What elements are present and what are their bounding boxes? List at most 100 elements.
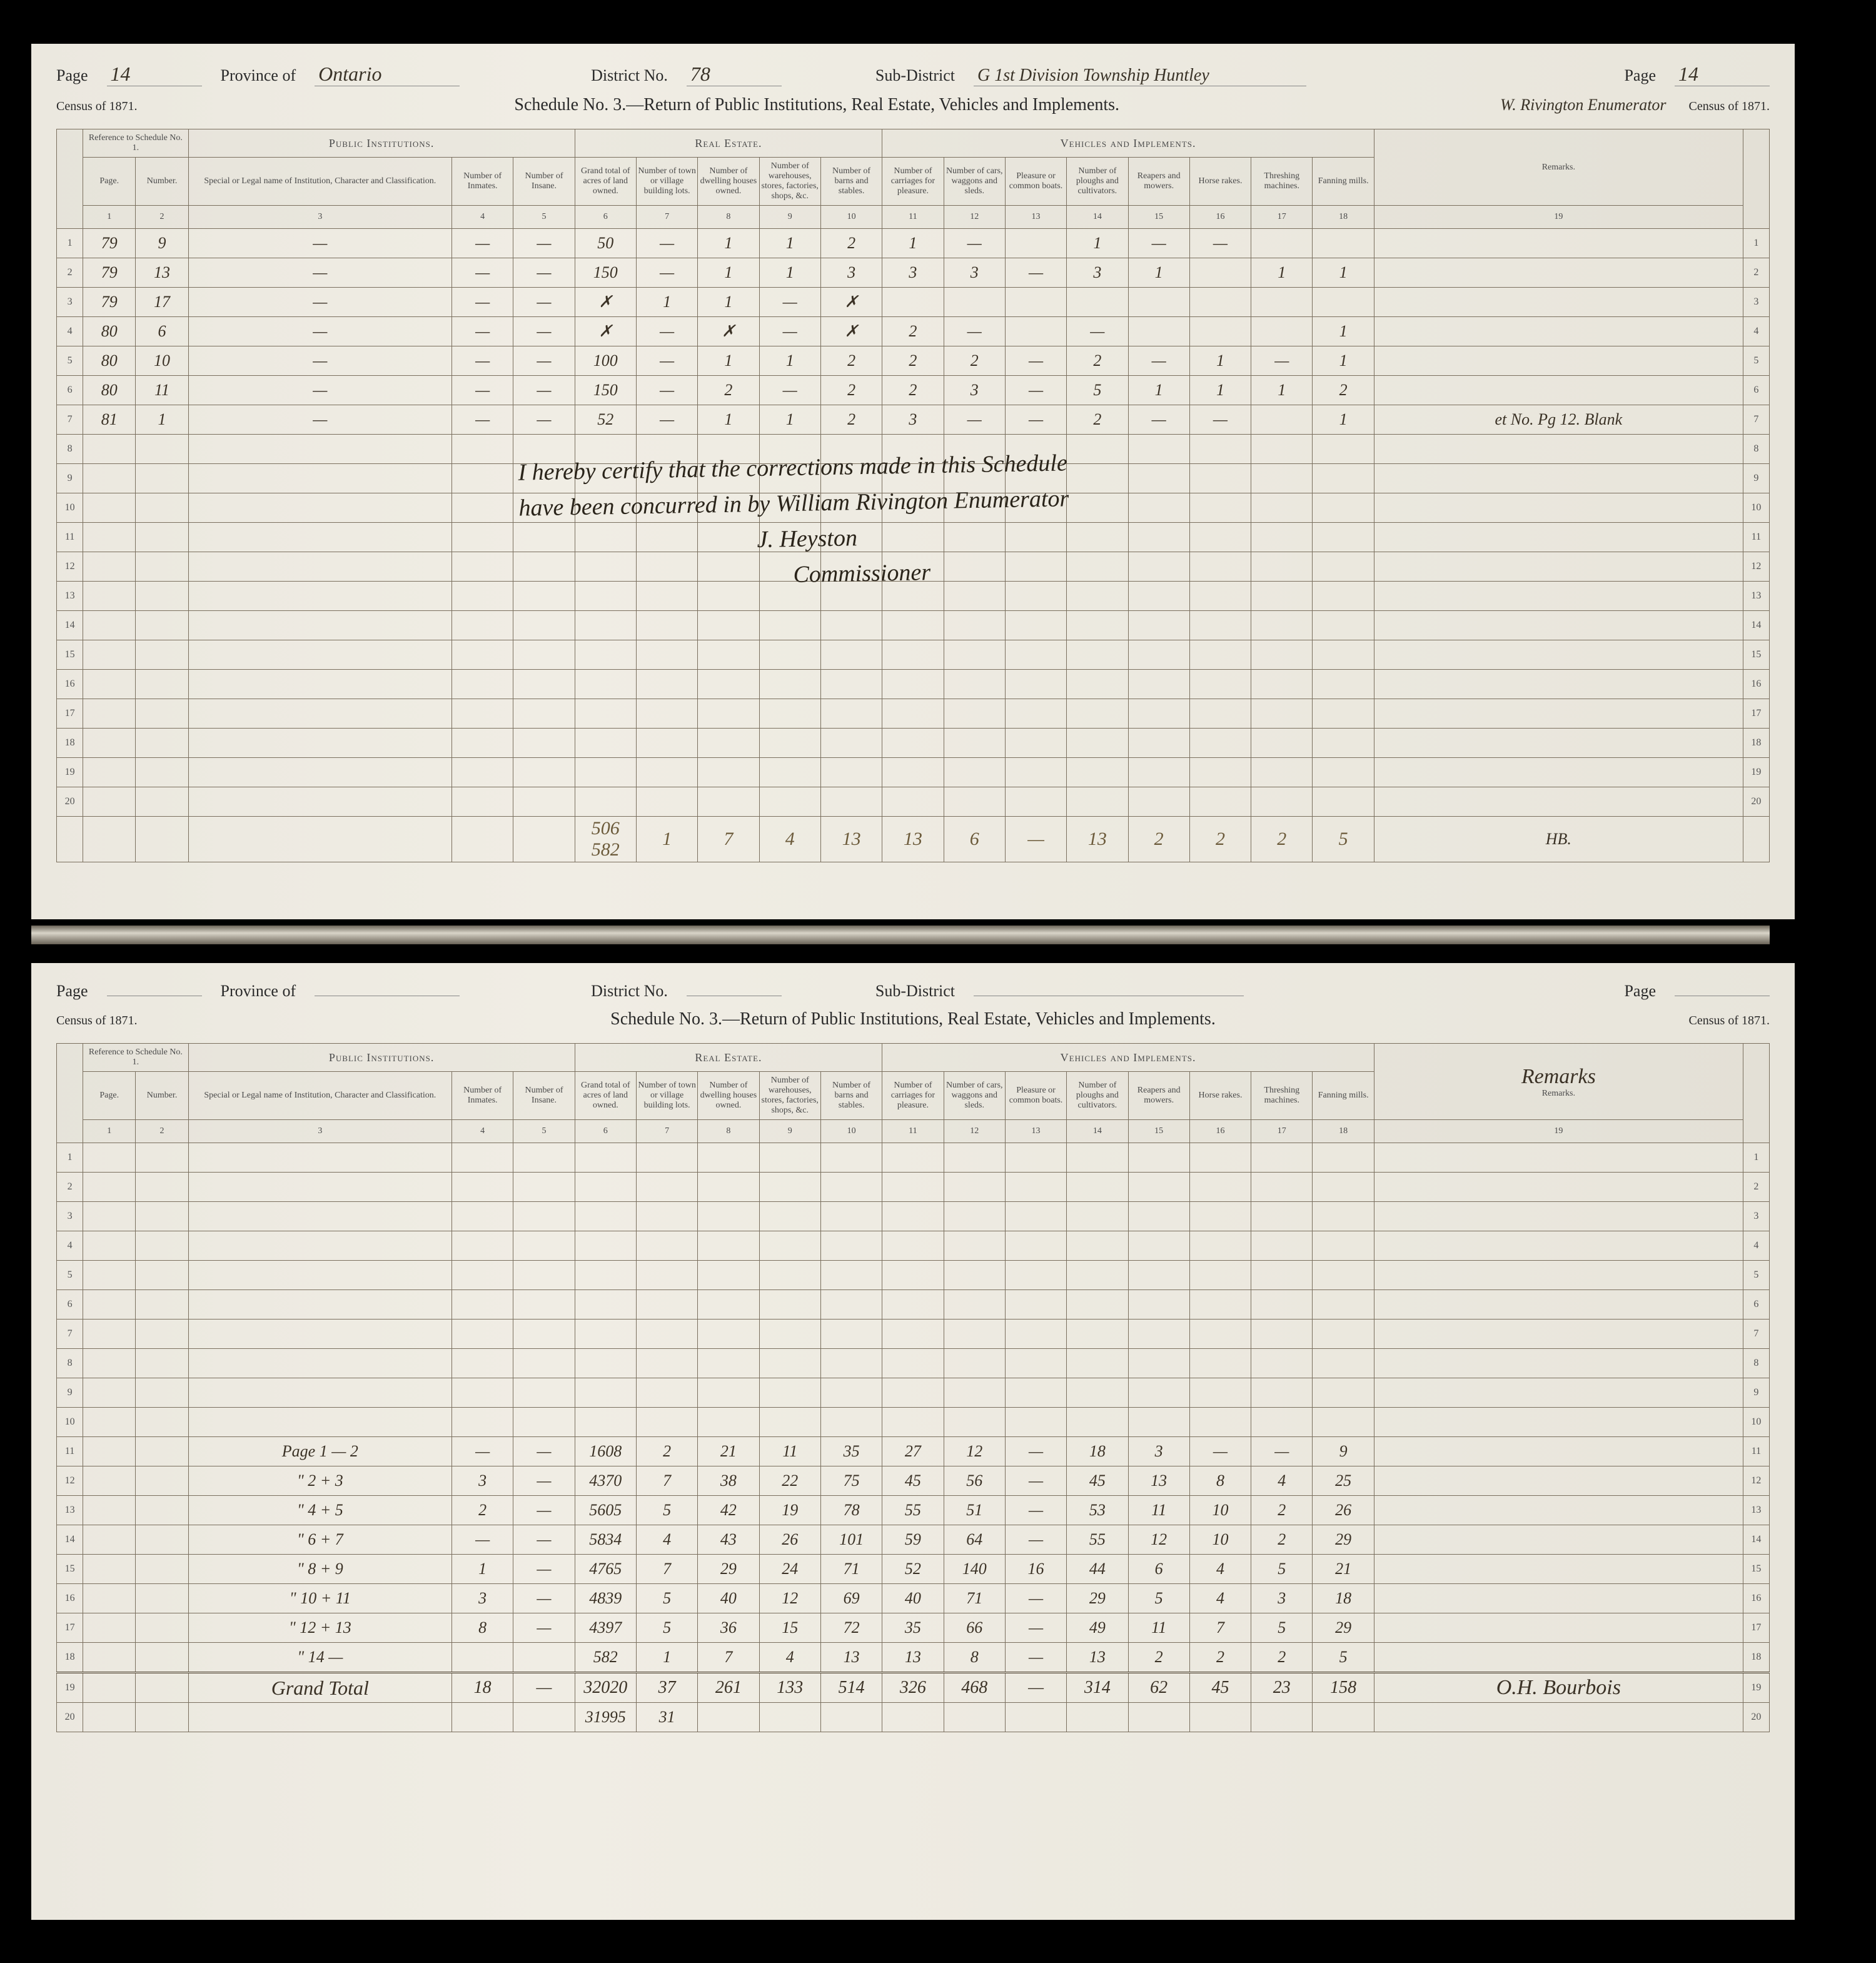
summary-row: 14" 6 + 7——5834443261015964—55121022914	[57, 1525, 1770, 1555]
table-row-empty: 99	[57, 1378, 1770, 1408]
header-row-2: Census of 1871. Schedule No. 3.—Return o…	[56, 91, 1770, 124]
subdistrict-label-b: Sub-District	[875, 982, 955, 1001]
table-row: 7811———52—1123——2——1et No. Pg 12. Blank7	[57, 405, 1770, 435]
table-row-empty: 2020	[57, 787, 1770, 817]
page-label-right: Page	[1624, 66, 1656, 85]
summary-row: 16" 10 + 113—483954012694071—295431816	[57, 1584, 1770, 1613]
header-row-b2: Census of 1871. Schedule No. 3.—Return o…	[56, 1006, 1770, 1038]
table-row-empty: 1414	[57, 611, 1770, 640]
ledger-head-b: Reference to Schedule No. 1. Public Inst…	[57, 1044, 1770, 1143]
table-row: 1799———50—1121—1——1	[57, 229, 1770, 258]
tot-13: —	[1005, 817, 1066, 862]
table-row-empty: 22	[57, 1173, 1770, 1202]
ref-head: Reference to Schedule No. 1.	[83, 129, 189, 158]
col-4: Number of Inmates.	[452, 158, 513, 206]
schedule-title-b: Schedule No. 3.—Return of Public Institu…	[156, 1009, 1670, 1029]
col-7: Number of town or village building lots.	[636, 158, 697, 206]
summary-row: 13" 4 + 52—560554219785551—53111022613	[57, 1496, 1770, 1525]
col-inst: Special or Legal name of Institution, Ch…	[188, 158, 451, 206]
inst-group: Public Institutions.	[188, 129, 575, 158]
summary-row: 11Page 1 — 2——160822111352712—183——911	[57, 1437, 1770, 1466]
table-row: 37917———✗11—✗3	[57, 288, 1770, 317]
grand-total-row-2: 20319953120	[57, 1703, 1770, 1732]
table-row-empty: 33	[57, 1202, 1770, 1231]
tot-9: 4	[759, 817, 820, 862]
col-14: Number of ploughs and cultivators.	[1067, 158, 1128, 206]
table-row-empty: 44	[57, 1231, 1770, 1261]
col-8: Number of dwelling houses owned.	[698, 158, 759, 206]
header-row-top: Page 14 Province of Ontario District No.…	[56, 63, 1770, 86]
district-value: 78	[687, 63, 782, 86]
tot-11: 13	[882, 817, 944, 862]
summary-row: 12" 2 + 33—437073822754556—4513842512	[57, 1466, 1770, 1496]
table-row-empty: 1919	[57, 758, 1770, 787]
page-label-b: Page	[56, 982, 88, 1001]
census-label: Census of 1871.	[56, 99, 137, 114]
ledger-page-bottom: Page Province of District No. Sub-Distri…	[31, 963, 1795, 1920]
tot-10: 13	[820, 817, 882, 862]
ledger-table-bottom: Reference to Schedule No. 1. Public Inst…	[56, 1043, 1770, 1732]
table-row-empty: 1818	[57, 729, 1770, 758]
tot-8: 7	[698, 817, 759, 862]
province-label-b: Province of	[221, 982, 296, 1001]
census-label-b: Census of 1871.	[56, 1014, 137, 1028]
subdistrict-value: G 1st Division Township Huntley	[974, 66, 1306, 86]
ledger-page-top: Page 14 Province of Ontario District No.…	[31, 44, 1795, 919]
tot-15: 2	[1128, 817, 1189, 862]
table-row: 68011———150—2—223—511126	[57, 376, 1770, 405]
certification-text: I hereby certify that the corrections ma…	[518, 445, 1071, 597]
tot-6: 506582	[575, 817, 636, 862]
page-label-br: Page	[1624, 982, 1656, 1001]
totals-row: 506582 1 7 4 13 13 6 — 13 2 2 2 5 HB.	[57, 817, 1770, 862]
col-12: Number of cars, waggons and sleds.	[944, 158, 1005, 206]
table-row-empty: 1010	[57, 1408, 1770, 1437]
tot-18: 5	[1313, 817, 1374, 862]
district-label-b: District No.	[591, 982, 668, 1001]
col-17: Threshing machines.	[1251, 158, 1313, 206]
tot-initials: HB.	[1374, 817, 1743, 862]
veh-group: Vehicles and Implements.	[882, 129, 1374, 158]
table-row: 58010———100—11222—2—1—15	[57, 346, 1770, 376]
col-10: Number of barns and stables.	[820, 158, 882, 206]
table-row-empty: 1616	[57, 670, 1770, 699]
scan-background: Page 14 Province of Ontario District No.…	[0, 0, 1876, 1963]
header-row-bottom: Page Province of District No. Sub-Distri…	[56, 982, 1770, 1001]
col-13: Pleasure or common boats.	[1005, 158, 1066, 206]
summary-row: 17" 12 + 138—439753615723566—4911752917	[57, 1613, 1770, 1643]
table-row: 4806———✗—✗—✗2——14	[57, 317, 1770, 346]
table-row-empty: 77	[57, 1320, 1770, 1349]
col-9: Number of warehouses, stores, factories,…	[759, 158, 820, 206]
page-label: Page	[56, 66, 88, 85]
tot-14: 13	[1067, 817, 1128, 862]
ledger-body-bottom: 112233445566778899101011Page 1 — 2——1608…	[57, 1143, 1770, 1732]
census-label-right: Census of 1871.	[1689, 99, 1770, 114]
col-5: Number of Insane.	[513, 158, 575, 206]
table-row-empty: 1515	[57, 640, 1770, 670]
col-18: Fanning mills.	[1313, 158, 1374, 206]
col-15: Reapers and mowers.	[1128, 158, 1189, 206]
province-label: Province of	[221, 66, 296, 85]
remarks-head: Remarks.	[1374, 129, 1743, 206]
col-number: Number.	[136, 158, 188, 206]
tot-17: 2	[1251, 817, 1313, 862]
table-row-empty: 88	[57, 1349, 1770, 1378]
subdistrict-label: Sub-District	[875, 66, 955, 85]
grand-total-row: 19Grand Total18—3202037261133514326468—3…	[57, 1673, 1770, 1703]
census-label-br: Census of 1871.	[1689, 1014, 1770, 1028]
province-value: Ontario	[315, 63, 460, 86]
table-row-empty: 1717	[57, 699, 1770, 729]
scan-black-edge	[1795, 0, 1876, 1963]
table-row-empty: 11	[57, 1143, 1770, 1173]
col-page: Page.	[83, 158, 136, 206]
remarks-handwritten: Remarks	[1521, 1065, 1596, 1088]
district-label: District No.	[591, 66, 668, 85]
tot-12: 6	[944, 817, 1005, 862]
page-number-right: 14	[1675, 63, 1770, 86]
col-11: Number of carriages for pleasure.	[882, 158, 944, 206]
ledger-head: Reference to Schedule No. 1. Public Inst…	[57, 129, 1770, 229]
table-row-empty: 66	[57, 1290, 1770, 1320]
tot-16: 2	[1189, 817, 1251, 862]
schedule-title: Schedule No. 3.—Return of Public Institu…	[156, 95, 1478, 115]
book-spine	[31, 926, 1770, 944]
summary-row: 15" 8 + 91—476572924715214016446452115	[57, 1555, 1770, 1584]
